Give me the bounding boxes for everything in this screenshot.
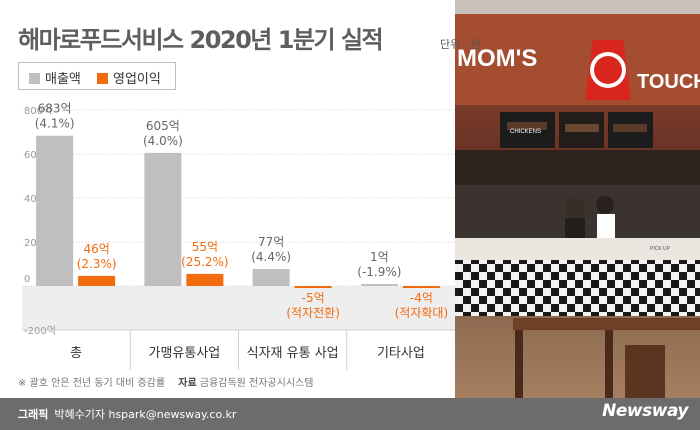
data-sublabel: (적자확대) — [395, 306, 449, 320]
store-photo: MOM'S TOUCH CHICKENS PICK UP — [455, 0, 700, 430]
footnote: ※ 괄호 안은 전년 동기 대비 증감률 자료 금융감독원 전자공시시스템 — [18, 374, 313, 389]
bar-operating-profit — [78, 275, 116, 286]
footer-bar: 그래픽 박혜수기자 hspark@newsway.co.kr Newsway — [0, 398, 700, 430]
x-tick-label: 식자재 유통 사업 — [247, 346, 339, 361]
data-label: 46억 — [83, 242, 109, 256]
data-label: 605억 — [146, 119, 180, 133]
footnote-source: 금융감독원 전자공시시스템 — [199, 378, 314, 389]
legend: 매출액 영업이익 — [18, 62, 176, 90]
photo-logo-text: MOM'S — [457, 45, 537, 72]
negative-region-band — [22, 286, 455, 330]
photo-pickup-text: PICK UP — [650, 246, 671, 252]
data-label: 683억 — [38, 102, 72, 116]
brand-logo: Newsway — [602, 401, 688, 421]
data-sublabel: (4.4%) — [251, 250, 291, 264]
data-label: -5억 — [302, 291, 325, 305]
bar-revenue — [144, 152, 182, 286]
footnote-source-label: 자료 — [178, 378, 197, 389]
data-label: -4억 — [410, 291, 433, 305]
data-label: 1억 — [370, 250, 389, 264]
y-tick-label: -200억 — [24, 325, 56, 337]
data-sublabel: (4.1%) — [35, 117, 75, 131]
data-label: 55억 — [192, 240, 218, 254]
bar-revenue — [360, 284, 398, 286]
y-tick-label: 0 — [24, 274, 30, 285]
data-label: 77억 — [258, 235, 284, 249]
x-tick-label: 총 — [70, 346, 82, 361]
data-sublabel: (-1.9%) — [357, 265, 401, 279]
data-sublabel: (적자전환) — [286, 306, 340, 320]
page-title: 해마로푸드서비스 2020년 1분기 실적 — [18, 26, 384, 54]
legend-swatch-operating-profit — [97, 73, 108, 84]
y-tick-label: 800억 — [24, 105, 52, 117]
bar-operating-profit — [402, 286, 440, 288]
credit-label: 그래픽 — [18, 408, 49, 421]
legend-item-revenue: 매출액 — [29, 68, 81, 87]
x-tick-label: 기타사업 — [377, 346, 425, 361]
data-sublabel: (4.0%) — [143, 134, 183, 148]
bar-operating-profit — [186, 273, 224, 286]
unit-label: 단위 : 원 — [440, 38, 482, 51]
legend-label-revenue: 매출액 — [45, 72, 81, 87]
bar-revenue — [36, 135, 74, 286]
photo-logo-text-2: TOUCH — [637, 71, 700, 93]
data-sublabel: (2.3%) — [77, 257, 117, 271]
bar-revenue — [252, 269, 290, 286]
x-tick-label: 가맹유통사업 — [148, 346, 220, 361]
data-sublabel: (25.2%) — [181, 255, 228, 269]
bar-operating-profit — [294, 286, 332, 288]
credit: 그래픽 박혜수기자 hspark@newsway.co.kr — [18, 406, 236, 422]
footnote-note: ※ 괄호 안은 전년 동기 대비 증감률 — [18, 378, 166, 389]
photo-menu-text: CHICKENS — [510, 129, 541, 135]
legend-swatch-revenue — [29, 73, 40, 84]
legend-item-operating-profit: 영업이익 — [97, 68, 161, 87]
legend-label-operating-profit: 영업이익 — [113, 72, 161, 87]
credit-author: 박혜수기자 hspark@newsway.co.kr — [54, 408, 237, 421]
